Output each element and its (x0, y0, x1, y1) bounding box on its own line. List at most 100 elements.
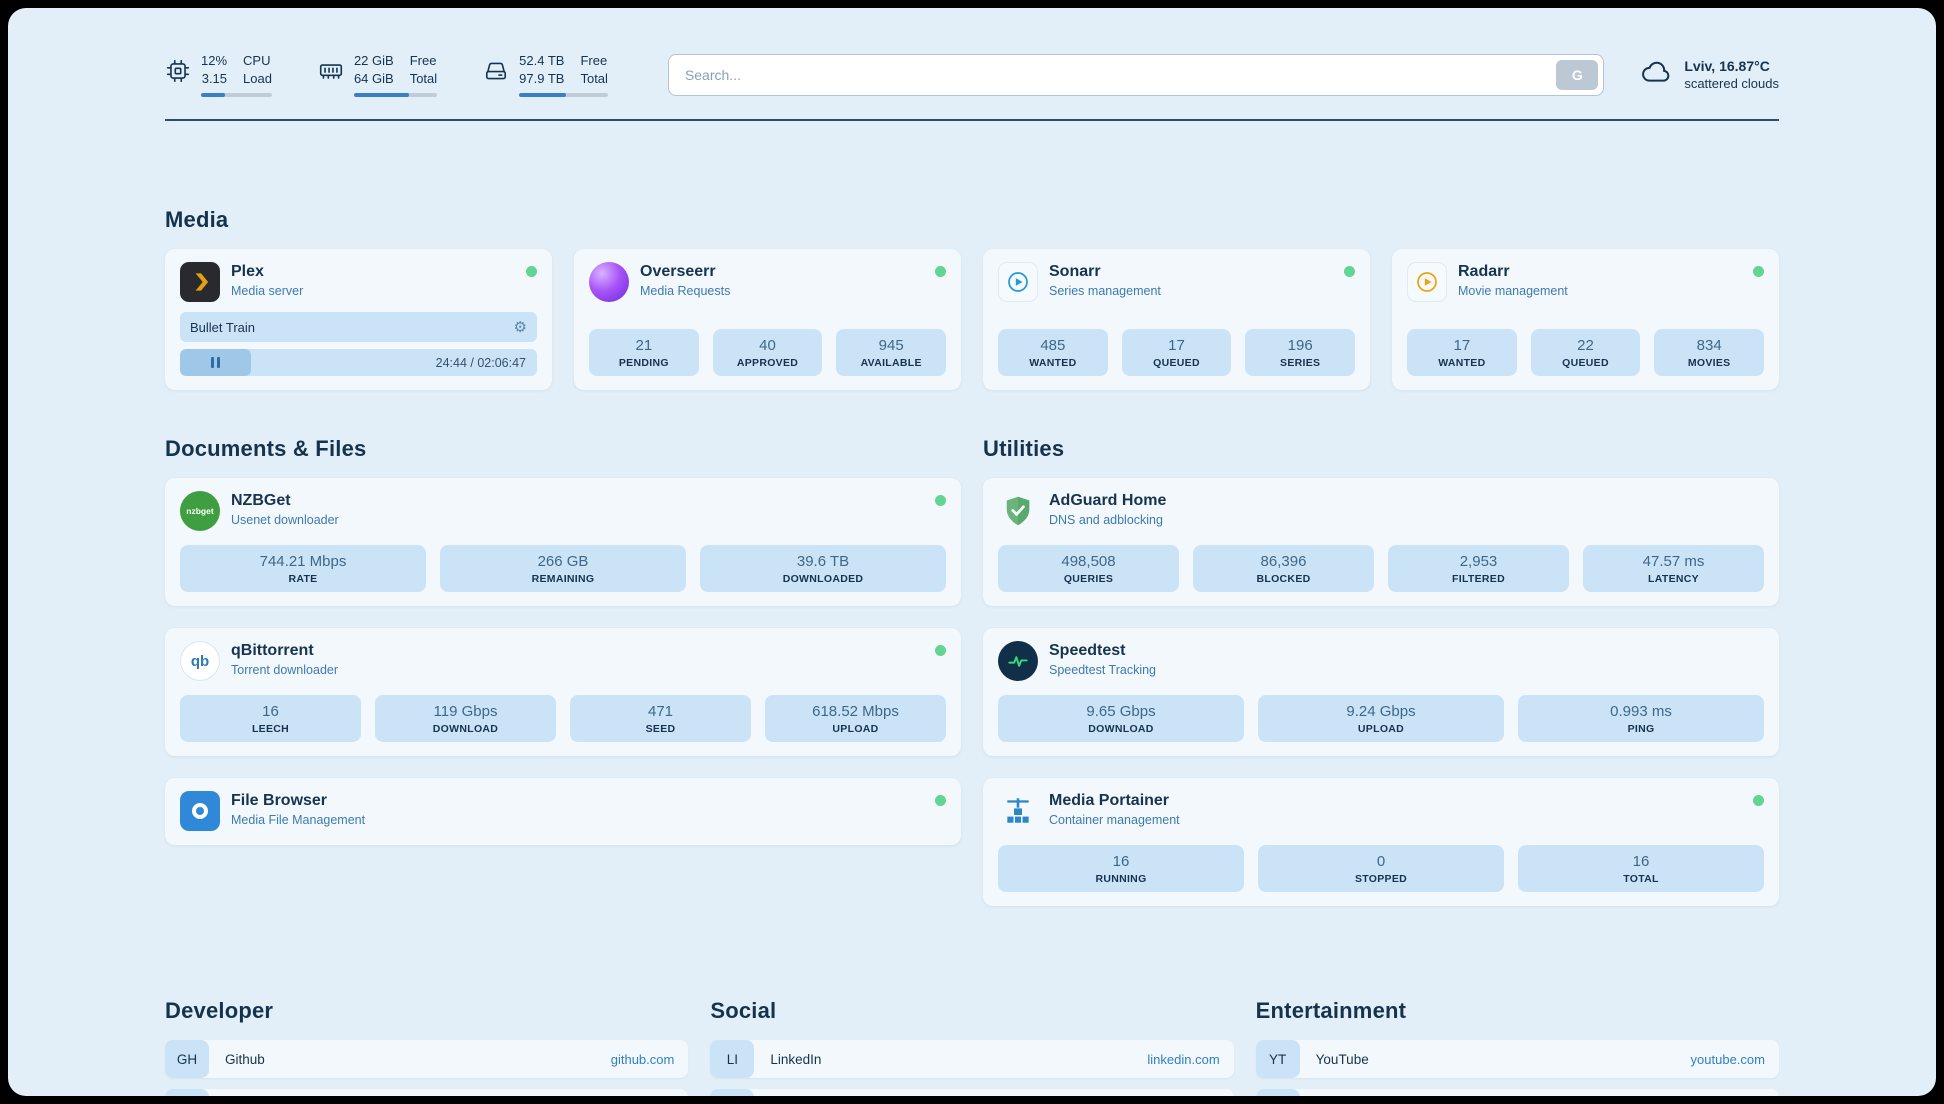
stat-total: 16 TOTAL (1518, 845, 1764, 893)
bookmark-stackoverflow[interactable]: SO StackOverflow stackoverflow.com (165, 1089, 689, 1096)
disk-progress (519, 93, 608, 98)
memory-free-label: Free (409, 53, 437, 68)
status-dot (935, 645, 946, 657)
service-title: Plex (231, 263, 264, 281)
stat-ping: 0.993 ms PING (1518, 695, 1764, 743)
service-card-portainer[interactable]: Media Portainer Container management 16 R… (983, 778, 1779, 907)
memory-icon (318, 58, 344, 89)
bookmark-twitter[interactable]: TW Twitter twitter.com (710, 1089, 1234, 1096)
section-documents: Documents & Files nzbget NZBGet Usenet d… (165, 436, 961, 846)
status-dot (1753, 795, 1764, 807)
service-card-plex[interactable]: Plex Media server Bullet Train ⚙ 24:44 (165, 249, 552, 391)
stackoverflow-icon: SO (165, 1089, 209, 1096)
topbar-divider (165, 119, 1779, 122)
now-playing-row: Bullet Train ⚙ (180, 312, 537, 343)
service-subtitle: Speedtest Tracking (1049, 663, 1157, 678)
linkedin-icon: LI (710, 1040, 755, 1079)
service-subtitle: Media Requests (640, 284, 731, 299)
stat-latency: 47.57 ms LATENCY (1583, 545, 1764, 593)
service-card-nzbget[interactable]: nzbget NZBGet Usenet downloader 744.21 M… (165, 478, 961, 607)
cpu-load-value: 3.15 (201, 71, 228, 87)
status-dot (935, 495, 946, 507)
status-dot (935, 795, 946, 807)
cpu-progress (201, 93, 272, 98)
disk-free: 52.4 TB (519, 53, 565, 68)
cloud-icon (1638, 56, 1674, 93)
section-title-social: Social (710, 998, 777, 1024)
section-social: Social LI LinkedIn linkedin.com TW Twitt… (710, 998, 1234, 1096)
stat-upload: 9.24 Gbps UPLOAD (1258, 695, 1504, 743)
stat-queued: 17 QUEUED (1121, 329, 1232, 377)
pause-button[interactable] (180, 349, 252, 377)
filebrowser-icon (180, 791, 220, 832)
service-subtitle: Media server (231, 284, 304, 299)
memory-progress (353, 93, 438, 98)
service-card-speedtest[interactable]: Speedtest Speedtest Tracking 9.65 Gbps DO… (983, 628, 1779, 757)
speedtest-icon (998, 641, 1038, 682)
bookmark-url[interactable]: linkedin.com (1147, 1051, 1220, 1067)
overseerr-icon (589, 262, 629, 303)
search-input[interactable] (667, 53, 1605, 96)
pause-icon (211, 357, 215, 369)
disk-total: 97.9 TB (519, 71, 565, 87)
cpu-load-label: Load (243, 71, 272, 87)
service-subtitle: DNS and adblocking (1049, 513, 1163, 528)
service-card-sonarr[interactable]: Sonarr Series management 485 WANTED 17 QUE… (983, 249, 1370, 391)
weather-condition: scattered clouds (1684, 76, 1779, 92)
bookmark-netflix[interactable]: NF Netflix netflix.com (1255, 1089, 1779, 1096)
stat-series: 196 SERIES (1245, 329, 1356, 377)
status-dot (935, 266, 946, 278)
qbittorrent-icon: qb (180, 641, 220, 682)
service-subtitle: Movie management (1458, 284, 1568, 299)
stat-approved: 40 APPROVED (712, 329, 823, 377)
stat-download: 9.65 Gbps DOWNLOAD (998, 695, 1244, 743)
nzbget-icon: nzbget (180, 491, 220, 532)
section-title-documents: Documents & Files (165, 436, 367, 462)
section-title-media: Media (165, 207, 229, 233)
service-card-filebrowser[interactable]: File Browser Media File Management (165, 778, 961, 846)
service-title: AdGuard Home (1049, 492, 1167, 510)
disk-free-label: Free (580, 53, 608, 68)
service-title: Overseerr (640, 263, 716, 281)
portainer-icon (998, 791, 1038, 831)
bookmark-linkedin[interactable]: LI LinkedIn linkedin.com (710, 1040, 1234, 1079)
gear-icon[interactable]: ⚙ (513, 319, 527, 337)
stat-seed: 471 SEED (570, 695, 751, 743)
service-card-adguard[interactable]: AdGuard Home DNS and adblocking 498,508 Q… (983, 478, 1779, 607)
stat-leech: 16 LEECH (180, 695, 361, 743)
stat-running: 16 RUNNING (998, 845, 1244, 893)
memory-total-label: Total (409, 71, 438, 87)
sonarr-icon (998, 262, 1038, 303)
stat-pending: 21 PENDING (589, 329, 699, 377)
stat-available: 945 AVAILABLE (836, 329, 947, 377)
cpu-icon (165, 58, 191, 89)
disk-monitor: 52.4 TB 97.9 TB Free Total (483, 52, 608, 98)
cpu-usage: 12% (201, 53, 228, 68)
memory-free: 22 GiB (353, 53, 394, 68)
stat-rate: 744.21 Mbps RATE (180, 545, 426, 593)
bookmark-url[interactable]: youtube.com (1690, 1051, 1765, 1067)
bookmark-github[interactable]: GH Github github.com (165, 1040, 689, 1079)
radarr-icon (1407, 262, 1447, 303)
service-card-overseerr[interactable]: Overseerr Media Requests 21 PENDING 40 APP… (574, 249, 961, 391)
section-title-developer: Developer (165, 998, 274, 1024)
stat-upload: 618.52 Mbps UPLOAD (765, 695, 946, 743)
service-subtitle: Torrent downloader (231, 663, 339, 678)
memory-total: 64 GiB (353, 71, 394, 87)
bookmark-url[interactable]: github.com (610, 1051, 675, 1067)
service-subtitle: Usenet downloader (231, 513, 339, 528)
service-title: Sonarr (1049, 263, 1101, 281)
bookmark-youtube[interactable]: YT YouTube youtube.com (1255, 1040, 1779, 1079)
now-playing-title: Bullet Train (190, 319, 256, 335)
stat-download: 119 Gbps DOWNLOAD (375, 695, 556, 743)
section-title-utilities: Utilities (983, 436, 1065, 462)
service-title: Speedtest (1049, 642, 1126, 660)
service-subtitle: Series management (1049, 284, 1161, 299)
netflix-icon: NF (1255, 1089, 1300, 1096)
search-provider-button[interactable]: G (1556, 59, 1599, 90)
service-subtitle: Media File Management (231, 813, 366, 828)
service-card-radarr[interactable]: Radarr Movie management 17 WANTED 22 QUEUE… (1392, 249, 1779, 391)
stat-queries: 498,508 QUERIES (998, 545, 1179, 593)
cpu-label: CPU (243, 53, 271, 68)
service-card-qbittorrent[interactable]: qb qBittorrent Torrent downloader 16 LEEC… (165, 628, 961, 757)
